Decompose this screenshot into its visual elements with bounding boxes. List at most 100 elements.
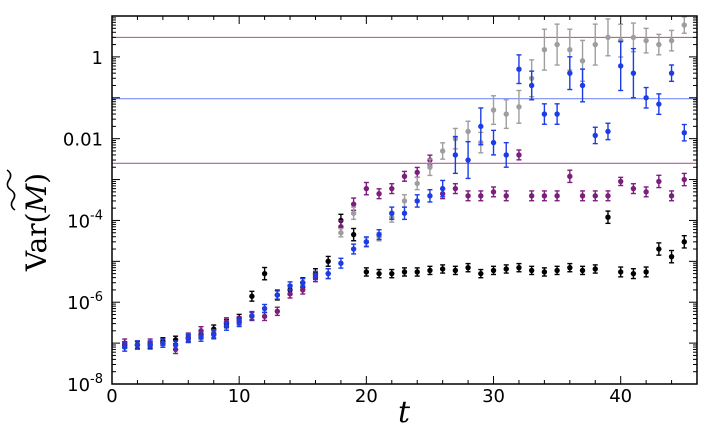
data-point [656,178,662,185]
y-tick-label: 10-8 [67,372,103,396]
data-point [350,201,357,207]
data-point [592,266,598,272]
x-tick-label: 0 [106,386,117,407]
y-axis-label-prefix: Var( [20,212,53,272]
data-point [439,266,446,272]
data-point [617,63,624,69]
data-point [325,258,331,265]
data-point [579,193,586,199]
data-point [630,70,637,76]
y-axis-label-symbol: M [20,182,53,213]
data-point [516,152,522,158]
data-point [452,185,459,192]
data-point [656,246,662,252]
data-point [261,270,268,277]
data-point [605,214,611,220]
data-point [567,46,573,53]
y-tick-labels: 10-8 10-6 10-4 0.01 1 [63,48,103,396]
data-point [554,111,560,117]
data-point [147,342,153,348]
data-point [376,270,382,277]
data-point [516,264,522,271]
data-point [528,193,535,199]
data-point [567,173,573,180]
data-point [312,272,319,279]
data-point [261,305,268,312]
y-axis-label: Var(M) [6,169,53,272]
data-point [668,70,675,76]
y-tick-label: 10-6 [67,290,103,314]
data-point [579,82,586,89]
data-point [554,41,560,48]
data-series [122,16,687,355]
data-point [211,332,217,338]
data-point [223,323,230,329]
data-point [465,157,471,163]
data-point [389,270,395,277]
data-point [541,111,548,117]
data-point [465,128,471,135]
data-point [541,269,548,275]
data-point [478,270,484,277]
data-point [554,267,560,274]
data-point [325,270,331,277]
data-point [236,319,242,326]
data-point [567,264,573,271]
data-point [643,95,649,101]
data-point [249,293,255,299]
svg-text:Var(M): Var(M) [20,173,53,272]
data-point [427,193,433,199]
data-point [668,37,675,44]
x-tick-label: 20 [355,386,378,407]
data-point [300,287,306,293]
data-point [401,269,408,275]
data-point [338,230,344,236]
data-point [389,185,395,192]
data-point [605,193,611,199]
data-point [579,58,586,64]
data-point [605,34,611,41]
data-point [401,198,408,204]
y-tick-label: 10-4 [67,208,103,232]
data-point [401,210,408,216]
data-point [376,231,382,238]
data-point [452,267,459,274]
data-point [414,169,420,176]
series-1 [122,210,687,349]
data-point [452,152,459,158]
axis-ticks [111,15,698,385]
data-point [249,312,255,319]
data-point [630,185,637,192]
data-point [503,266,509,272]
data-point [160,340,166,346]
plot-frame [111,15,698,385]
data-point [668,253,675,260]
data-point [350,210,357,216]
data-point [643,189,649,195]
data-point [516,66,522,72]
data-point [363,239,370,245]
data-point [656,101,662,107]
data-point [668,193,675,199]
data-point [592,193,598,199]
data-point [414,269,420,275]
data-point [350,231,357,238]
data-point [478,123,484,130]
data-point [427,267,433,274]
data-point [490,107,497,113]
data-point [617,178,624,185]
data-point [592,41,598,48]
data-point [363,185,370,192]
x-tick-label: 10 [228,386,251,407]
data-point [681,176,687,183]
data-point [681,129,687,136]
data-point [528,82,535,89]
data-point [579,267,586,274]
data-point [503,111,509,117]
data-point [389,210,395,216]
y-axis-label-tilde [6,169,16,211]
data-point [503,152,509,158]
data-point [643,269,649,275]
data-point [198,334,204,340]
data-point [122,344,128,350]
